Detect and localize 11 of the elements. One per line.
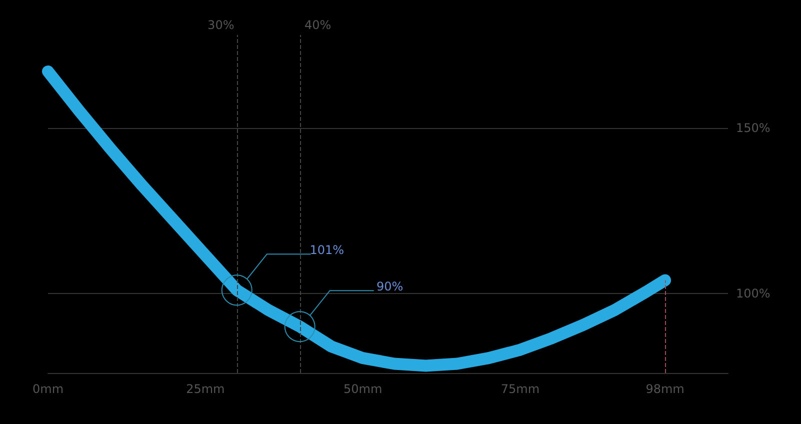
data-label: 90%	[376, 280, 404, 294]
x-tick-label: 98mm	[646, 382, 684, 396]
data-label: 101%	[310, 243, 344, 258]
x-tick-label: 75mm	[500, 382, 540, 396]
x-tick-label: 50mm	[343, 382, 382, 396]
ref-line-label: 40%	[304, 18, 332, 32]
x-tick-label: 0mm	[32, 382, 64, 396]
y-tick-label: 100%	[736, 286, 770, 300]
y-tick-label: 150%	[736, 120, 770, 135]
x-tick-label: 25mm	[186, 382, 225, 396]
ref-line-label: 30%	[208, 18, 234, 32]
